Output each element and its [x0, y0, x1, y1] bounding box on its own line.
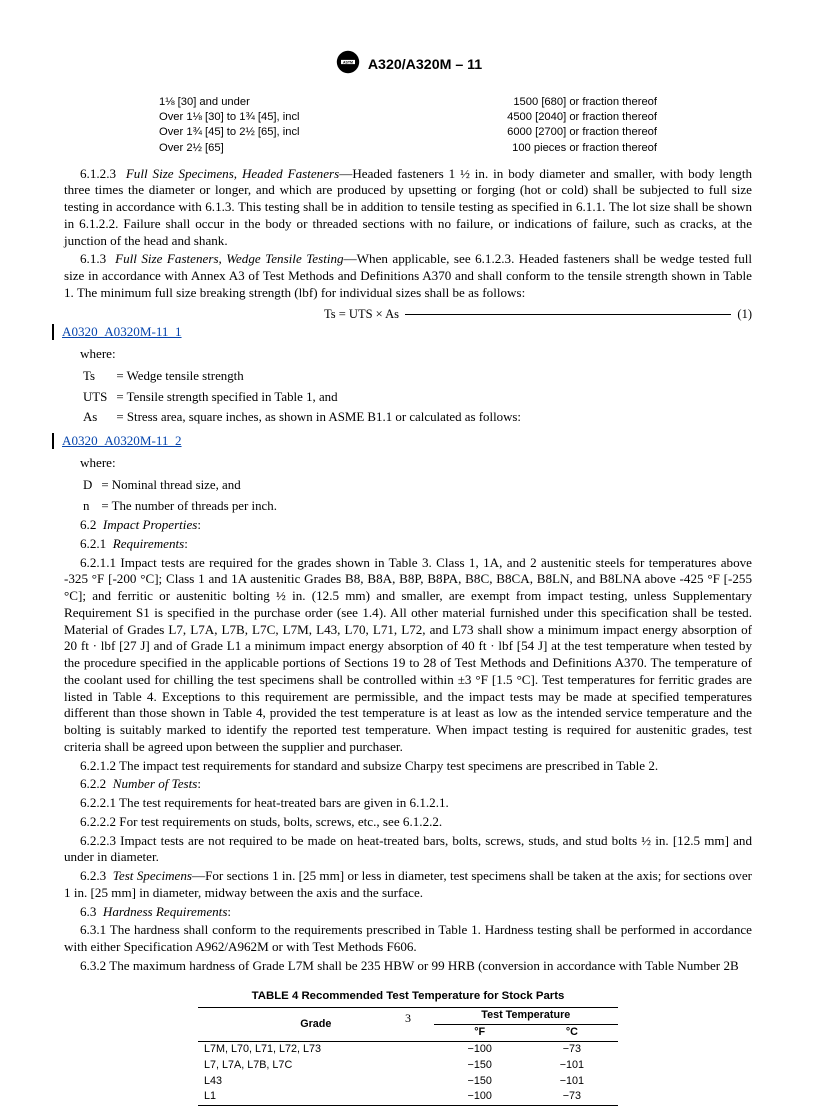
- eq1-formula: Ts = UTS × As: [324, 306, 399, 322]
- doc-designation: A320/A320M – 11: [368, 56, 482, 74]
- def-row: D= Nominal thread size, and: [82, 476, 278, 495]
- p-613-text: 6.1.3 Full Size Fasteners, Wedge Tensile…: [64, 251, 752, 300]
- para-6-2-2-1: 6.2.2.1 The test requirements for heat-t…: [64, 795, 752, 812]
- table-4: TABLE 4 Recommended Test Temperature for…: [198, 989, 618, 1106]
- where-2-lead: where:: [64, 455, 752, 472]
- table-row: L1−100−73: [198, 1089, 618, 1105]
- size-col-left: 1⅛ [30] and under Over 1⅛ [30] to 1¾ [45…: [159, 95, 383, 155]
- p6221-text: 6.2.2.1 The test requirements for heat-t…: [64, 795, 752, 812]
- p632-text: 6.3.2 The maximum hardness of Grade L7M …: [64, 958, 752, 975]
- para-6-3-1: 6.3.1 The hardness shall conform to the …: [64, 922, 752, 956]
- link-a0320-1[interactable]: A0320_A0320M-11_1: [62, 324, 182, 339]
- p6222-text: 6.2.2.2 For test requirements on studs, …: [64, 814, 752, 831]
- para-6-2-1-2: 6.2.1.2 The impact test requirements for…: [64, 758, 752, 775]
- def-row: UTS= Tensile strength specified in Table…: [82, 388, 522, 407]
- th-c: °C: [526, 1025, 618, 1042]
- lot-row: 1500 [680] or fraction thereof: [433, 95, 657, 110]
- p621-text: 6.2.1 Requirements:: [80, 536, 188, 551]
- eq1-number: (1): [737, 306, 752, 322]
- size-row: 1⅛ [30] and under: [159, 95, 383, 110]
- def-row: n= The number of threads per inch.: [82, 497, 278, 516]
- p63-text: 6.3 Hardness Requirements:: [80, 904, 231, 919]
- size-row: Over 2½ [65]: [159, 141, 383, 156]
- size-lot-columns: 1⅛ [30] and under Over 1⅛ [30] to 1¾ [45…: [159, 95, 657, 155]
- p6223-text: 6.2.2.3 Impact tests are not required to…: [64, 833, 752, 867]
- page: ASTM A320/A320M – 11 1⅛ [30] and under O…: [0, 0, 816, 1056]
- p-6123-text: 6.1.2.3 Full Size Specimens, Headed Fast…: [64, 166, 752, 248]
- revision-bar-2: A0320_A0320M-11_2: [52, 433, 752, 450]
- para-6-2-2-2: 6.2.2.2 For test requirements on studs, …: [64, 814, 752, 831]
- table-4-title: TABLE 4 Recommended Test Temperature for…: [198, 989, 618, 1004]
- where-1-defs: Ts= Wedge tensile strength UTS= Tensile …: [80, 365, 524, 429]
- eq1-rule: [405, 314, 731, 315]
- p6211-text: 6.2.1.1 Impact tests are required for th…: [64, 555, 752, 756]
- svg-text:ASTM: ASTM: [343, 60, 353, 64]
- p62-text: 6.2 Impact Properties:: [80, 517, 201, 532]
- page-number: 3: [0, 1011, 816, 1026]
- th-f: °F: [434, 1025, 526, 1042]
- para-6-2-2: 6.2.2 Number of Tests:: [64, 776, 752, 793]
- size-col-right: 1500 [680] or fraction thereof 4500 [204…: [433, 95, 657, 155]
- para-6-2: 6.2 Impact Properties:: [64, 517, 752, 534]
- p631-text: 6.3.1 The hardness shall conform to the …: [64, 922, 752, 956]
- p622-text: 6.2.2 Number of Tests:: [80, 776, 201, 791]
- equation-1: Ts = UTS × As (1): [64, 306, 752, 322]
- table-row: L7, L7A, L7B, L7C−150−101: [198, 1058, 618, 1074]
- p6212-text: 6.2.1.2 The impact test requirements for…: [64, 758, 752, 775]
- def-row: As= Stress area, square inches, as shown…: [82, 408, 522, 427]
- where-2-defs: D= Nominal thread size, and n= The numbe…: [80, 474, 280, 517]
- size-row: Over 1⅛ [30] to 1¾ [45], incl: [159, 110, 383, 125]
- lot-row: 6000 [2700] or fraction thereof: [433, 125, 657, 140]
- para-6-2-2-3: 6.2.2.3 Impact tests are not required to…: [64, 833, 752, 867]
- para-6-3-2: 6.3.2 The maximum hardness of Grade L7M …: [64, 958, 752, 975]
- doc-header: ASTM A320/A320M – 11: [64, 48, 752, 81]
- para-6-2-1: 6.2.1 Requirements:: [64, 536, 752, 553]
- link-a0320-2[interactable]: A0320_A0320M-11_2: [62, 433, 182, 448]
- para-6-1-3: 6.1.3 Full Size Fasteners, Wedge Tensile…: [64, 251, 752, 301]
- revision-bar-1: A0320_A0320M-11_1: [52, 324, 752, 341]
- para-6-2-3: 6.2.3 Test Specimens—For sections 1 in. …: [64, 868, 752, 902]
- table-row: L43−150−101: [198, 1074, 618, 1090]
- para-6-1-2-3: 6.1.2.3 Full Size Specimens, Headed Fast…: [64, 166, 752, 250]
- lot-row: 100 pieces or fraction thereof: [433, 141, 657, 156]
- para-6-2-1-1: 6.2.1.1 Impact tests are required for th…: [64, 555, 752, 756]
- table-row: L7M, L70, L71, L72, L73−100−73: [198, 1041, 618, 1057]
- para-6-3: 6.3 Hardness Requirements:: [64, 904, 752, 921]
- lot-row: 4500 [2040] or fraction thereof: [433, 110, 657, 125]
- size-row: Over 1¾ [45] to 2½ [65], incl: [159, 125, 383, 140]
- def-row: Ts= Wedge tensile strength: [82, 367, 522, 386]
- astm-logo-icon: ASTM: [334, 48, 362, 81]
- where-1-lead: where:: [64, 346, 752, 363]
- p623-text: 6.2.3 Test Specimens—For sections 1 in. …: [64, 868, 752, 900]
